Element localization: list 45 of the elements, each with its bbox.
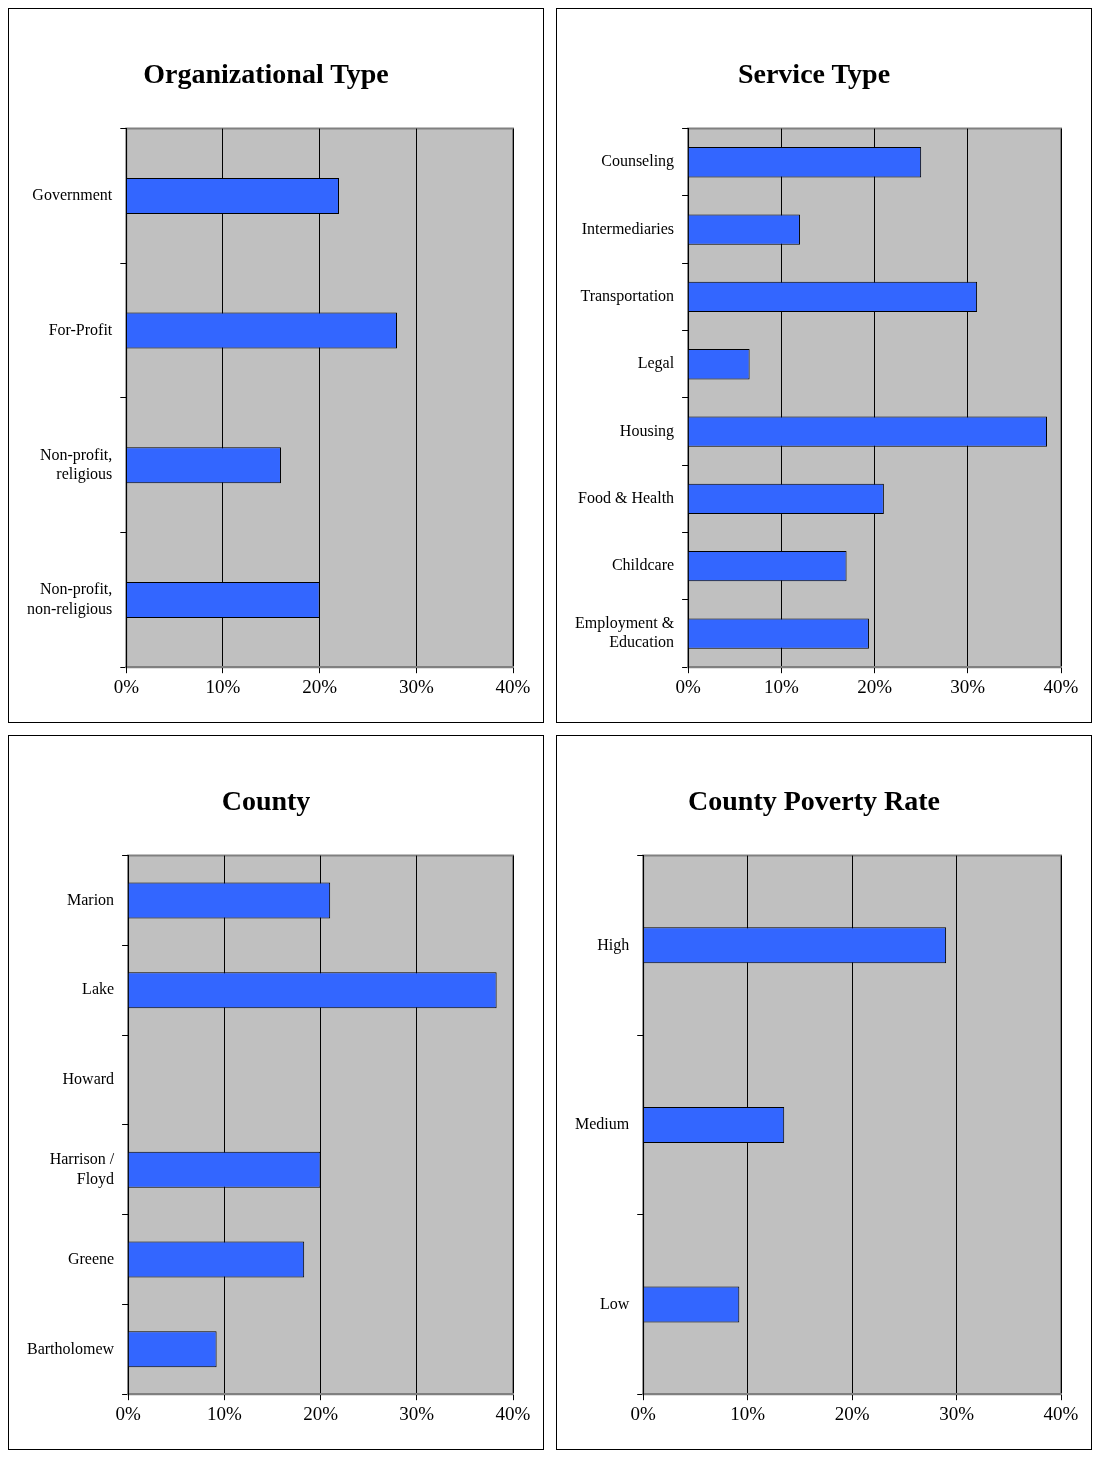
x-tick-label: 10% xyxy=(205,675,241,697)
x-tick-label: 0% xyxy=(113,675,140,697)
y-tick-label: Government xyxy=(32,186,113,204)
y-tick-label: Non-profit, religious xyxy=(39,445,113,484)
y-tick-label: Greene xyxy=(67,1249,115,1267)
y-tick-label: High xyxy=(597,935,630,954)
x-tick-label: 20% xyxy=(857,675,893,697)
x-tick-label: 20% xyxy=(834,1402,870,1424)
x-tick-label: 10% xyxy=(730,1402,766,1424)
y-tick-label: Howard xyxy=(62,1070,115,1088)
x-tick-label: 10% xyxy=(206,1402,242,1424)
x-tick-label: 20% xyxy=(303,1402,339,1424)
chart-title: County Poverty Rate xyxy=(688,785,940,817)
x-tick-label: 40% xyxy=(1043,675,1079,697)
y-tick-label: Medium xyxy=(575,1115,630,1133)
y-tick-label: Employment & Education xyxy=(574,614,675,651)
x-tick-label: 40% xyxy=(1043,1402,1079,1424)
x-tick-label: 30% xyxy=(398,675,434,697)
x-tick-label: 40% xyxy=(495,675,531,697)
x-tick-label: 0% xyxy=(675,675,701,697)
y-tick-label: Food & Health xyxy=(578,489,675,507)
x-tick-label: 30% xyxy=(950,675,986,697)
chart-title: Service Type xyxy=(737,58,891,90)
y-tick-label: Housing xyxy=(619,421,675,440)
y-tick-label: Transportation xyxy=(580,287,675,306)
chart-title: County xyxy=(221,785,311,817)
y-tick-label: Lake xyxy=(82,980,115,998)
x-tick-label: 30% xyxy=(399,1402,435,1424)
y-tick-label: Low xyxy=(599,1294,630,1312)
chart-title: Organizational Type xyxy=(143,58,389,90)
y-tick-label: Counseling xyxy=(601,152,675,171)
x-tick-label: 0% xyxy=(630,1402,657,1424)
y-tick-label: Marion xyxy=(66,890,115,908)
y-tick-label: Non-profit, non-religious xyxy=(26,580,113,618)
x-tick-label: 30% xyxy=(939,1402,975,1424)
x-tick-label: 0% xyxy=(115,1402,141,1424)
y-tick-label: Harrison / Floyd xyxy=(49,1150,115,1188)
x-tick-label: 40% xyxy=(495,1402,531,1424)
y-tick-label: Bartholomew xyxy=(27,1339,115,1357)
x-tick-label: 20% xyxy=(302,675,338,697)
y-tick-label: Childcare xyxy=(611,556,675,574)
y-tick-label: Intermediaries xyxy=(581,219,675,237)
y-tick-label: Legal xyxy=(637,354,675,373)
x-tick-label: 10% xyxy=(763,675,799,697)
y-tick-label: For-Profit xyxy=(48,320,113,338)
